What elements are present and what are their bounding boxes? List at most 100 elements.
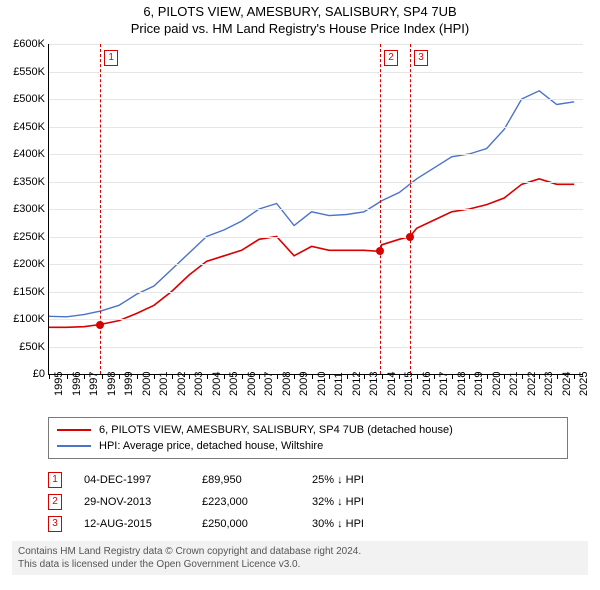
x-axis-label: 2014 [386, 372, 398, 396]
event-price: £223,000 [202, 496, 312, 508]
event-id-box: 2 [48, 494, 62, 510]
price-chart: £0£50K£100K£150K£200K£250K£300K£350K£400… [48, 44, 583, 375]
event-id-box: 1 [48, 472, 62, 488]
x-axis-label: 2012 [351, 372, 363, 396]
x-axis-label: 2001 [158, 372, 170, 396]
gridline [49, 44, 583, 45]
x-tick [312, 374, 313, 379]
x-tick [347, 374, 348, 379]
x-axis-label: 2018 [456, 372, 468, 396]
legend: 6, PILOTS VIEW, AMESBURY, SALISBURY, SP4… [48, 417, 568, 459]
event-id-box: 3 [48, 516, 62, 532]
x-axis-label: 2003 [193, 372, 205, 396]
x-axis-label: 2008 [281, 372, 293, 396]
event-diff: 30% ↓ HPI [312, 518, 568, 530]
x-axis-label: 2022 [526, 372, 538, 396]
y-axis-label: £450K [1, 121, 45, 133]
event-price: £250,000 [202, 518, 312, 530]
x-tick [224, 374, 225, 379]
series-line-hpi [49, 91, 574, 317]
event-marker: 3 [414, 50, 428, 66]
y-axis-label: £350K [1, 176, 45, 188]
y-axis-label: £250K [1, 231, 45, 243]
gridline [49, 154, 583, 155]
x-tick [189, 374, 190, 379]
y-axis-label: £100K [1, 313, 45, 325]
x-tick [557, 374, 558, 379]
event-table: 1 04-DEC-1997£89,95025% ↓ HPI 2 29-NOV-2013… [48, 469, 568, 535]
x-tick [539, 374, 540, 379]
page-subtitle: Price paid vs. HM Land Registry's House … [0, 21, 600, 36]
x-tick [259, 374, 260, 379]
x-axis-label: 2024 [561, 372, 573, 396]
price-point [406, 233, 414, 241]
y-axis-label: £550K [1, 66, 45, 78]
x-tick [504, 374, 505, 379]
y-axis-label: £50K [1, 341, 45, 353]
x-tick [102, 374, 103, 379]
y-axis-label: £600K [1, 38, 45, 50]
gridline [49, 292, 583, 293]
x-tick [242, 374, 243, 379]
x-axis-label: 2025 [578, 372, 590, 396]
x-tick [137, 374, 138, 379]
footer-line-2: This data is licensed under the Open Gov… [18, 558, 582, 571]
legend-item: 6, PILOTS VIEW, AMESBURY, SALISBURY, SP4… [57, 422, 559, 438]
x-axis-label: 2011 [333, 372, 345, 396]
x-tick [469, 374, 470, 379]
gridline [49, 182, 583, 183]
x-axis-label: 2005 [228, 372, 240, 396]
x-axis-label: 1995 [53, 372, 65, 396]
x-axis-label: 1996 [71, 372, 83, 396]
gridline [49, 264, 583, 265]
y-axis-label: £150K [1, 286, 45, 298]
event-diff: 25% ↓ HPI [312, 474, 568, 486]
event-row: 1 04-DEC-1997£89,95025% ↓ HPI [48, 469, 568, 491]
event-date: 04-DEC-1997 [84, 474, 202, 486]
y-axis-label: £300K [1, 203, 45, 215]
x-tick [399, 374, 400, 379]
x-axis-label: 2023 [543, 372, 555, 396]
event-date: 12-AUG-2015 [84, 518, 202, 530]
legend-label: 6, PILOTS VIEW, AMESBURY, SALISBURY, SP4… [99, 424, 453, 436]
x-axis-label: 2009 [298, 372, 310, 396]
event-marker: 2 [384, 50, 398, 66]
x-tick [277, 374, 278, 379]
gridline [49, 347, 583, 348]
event-date: 29-NOV-2013 [84, 496, 202, 508]
x-axis-label: 2020 [491, 372, 503, 396]
price-point [96, 321, 104, 329]
x-tick [434, 374, 435, 379]
event-row: 3 12-AUG-2015£250,00030% ↓ HPI [48, 513, 568, 535]
x-tick [364, 374, 365, 379]
event-price: £89,950 [202, 474, 312, 486]
x-tick [172, 374, 173, 379]
x-tick [119, 374, 120, 379]
event-line [380, 44, 381, 374]
gridline [49, 127, 583, 128]
x-axis-label: 2019 [473, 372, 485, 396]
footer-note: Contains HM Land Registry data © Crown c… [12, 541, 588, 575]
series-line-property [49, 179, 574, 327]
x-axis-label: 2015 [403, 372, 415, 396]
gridline [49, 319, 583, 320]
x-axis-label: 1997 [88, 372, 100, 396]
gridline [49, 72, 583, 73]
x-tick [574, 374, 575, 379]
x-axis-label: 2010 [316, 372, 328, 396]
event-line [410, 44, 411, 374]
x-axis-label: 2021 [508, 372, 520, 396]
x-tick [294, 374, 295, 379]
x-axis-label: 2013 [368, 372, 380, 396]
x-axis-label: 2000 [141, 372, 153, 396]
x-tick [49, 374, 50, 379]
x-tick [382, 374, 383, 379]
legend-item: HPI: Average price, detached house, Wilt… [57, 438, 559, 454]
x-tick [522, 374, 523, 379]
x-tick [84, 374, 85, 379]
x-axis-label: 2006 [246, 372, 258, 396]
y-axis-label: £0 [1, 368, 45, 380]
x-axis-label: 2004 [211, 372, 223, 396]
x-axis-label: 1998 [106, 372, 118, 396]
footer-line-1: Contains HM Land Registry data © Crown c… [18, 545, 582, 558]
